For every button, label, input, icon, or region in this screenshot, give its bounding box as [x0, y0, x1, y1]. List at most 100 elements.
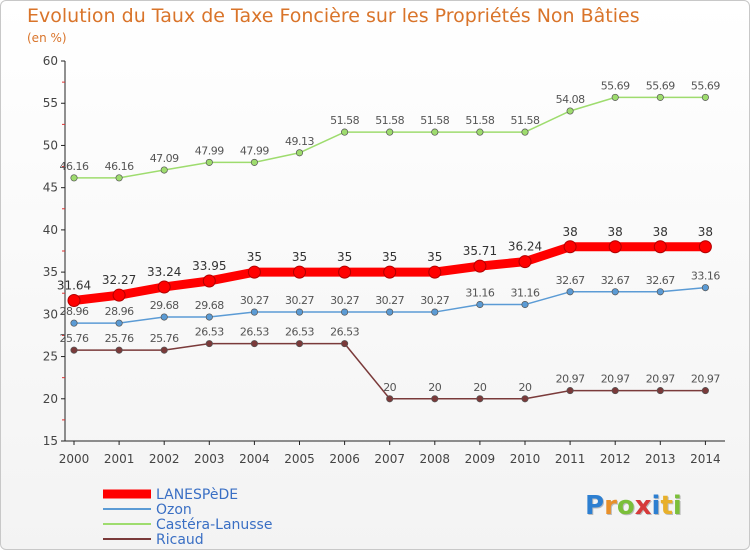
- data-point: [431, 395, 439, 403]
- data-label: 32.67: [556, 274, 585, 287]
- data-label: 47.99: [240, 144, 269, 157]
- data-label: 47.09: [150, 152, 179, 165]
- data-point: [611, 288, 619, 296]
- x-tick-label: 2012: [600, 452, 631, 466]
- data-point: [386, 128, 394, 136]
- data-point: [250, 308, 258, 316]
- data-label: 51.58: [420, 114, 449, 127]
- logo-letter: x: [634, 491, 652, 521]
- data-point: [250, 340, 258, 348]
- data-point: [701, 284, 709, 292]
- data-point: [428, 265, 442, 279]
- data-label: 28.96: [105, 305, 134, 318]
- data-label: 36.24: [508, 240, 542, 254]
- data-label: 30.27: [375, 294, 404, 307]
- data-point: [386, 395, 394, 403]
- data-label: 25.76: [105, 332, 134, 345]
- y-tick-label: 25: [43, 350, 58, 364]
- data-point: [293, 265, 306, 279]
- data-point: [160, 346, 168, 354]
- data-point: [383, 265, 397, 279]
- data-point: [521, 395, 529, 403]
- data-label: 55.69: [646, 79, 675, 92]
- data-point: [115, 174, 123, 182]
- data-label: 25.76: [60, 332, 89, 345]
- data-label: 54.08: [556, 93, 585, 106]
- y-tick-label: 60: [43, 54, 58, 68]
- data-label: 26.53: [285, 326, 314, 339]
- data-point: [295, 340, 304, 348]
- data-point: [341, 340, 349, 348]
- data-label: 51.58: [375, 114, 404, 127]
- data-label: 30.27: [240, 294, 269, 307]
- data-point: [656, 93, 664, 101]
- data-label: 32.67: [601, 274, 630, 287]
- x-tick-label: 2002: [149, 452, 180, 466]
- data-point: [205, 340, 213, 348]
- data-point: [205, 158, 213, 166]
- data-label: 32.67: [646, 274, 675, 287]
- data-point: [341, 128, 349, 136]
- data-point: [338, 265, 352, 279]
- data-label: 20: [428, 381, 441, 394]
- data-point: [157, 280, 171, 294]
- data-point: [611, 93, 619, 101]
- data-label: 20.97: [646, 373, 675, 386]
- data-label: 20: [383, 381, 396, 394]
- chart-title: Evolution du Taux de Taxe Foncière sur l…: [27, 5, 640, 27]
- data-label: 25.76: [150, 332, 179, 345]
- data-point: [521, 300, 529, 309]
- data-label: 38: [562, 225, 577, 239]
- data-point: [476, 395, 484, 403]
- data-point: [250, 158, 258, 166]
- data-label: 33.95: [192, 259, 226, 273]
- data-label: 32.27: [102, 273, 136, 287]
- data-label: 55.69: [601, 79, 630, 92]
- chart-subtitle: (en %): [27, 31, 67, 45]
- data-label: 35: [292, 250, 307, 264]
- x-tick-label: 2004: [239, 452, 270, 466]
- data-point: [701, 93, 709, 101]
- data-label: 33.16: [691, 270, 720, 283]
- x-tick-label: 2006: [329, 452, 360, 466]
- logo-letter: r: [604, 491, 617, 521]
- data-label: 29.68: [195, 299, 224, 312]
- y-tick-label: 40: [43, 223, 58, 237]
- legend-label: Ozon: [156, 502, 192, 518]
- data-point: [295, 308, 304, 316]
- data-point: [608, 240, 622, 254]
- data-label: 35.71: [463, 244, 497, 258]
- data-point: [476, 300, 484, 309]
- data-point: [247, 265, 261, 279]
- data-point: [202, 274, 216, 288]
- proxiti-logo: Proxiti: [585, 491, 682, 521]
- legend-label: LANESPèDE: [156, 487, 238, 503]
- data-point: [160, 313, 168, 321]
- data-point: [566, 387, 574, 395]
- data-label: 30.27: [285, 294, 314, 307]
- data-point: [566, 107, 574, 115]
- logo-letter: P: [585, 491, 605, 521]
- data-point: [70, 174, 78, 182]
- data-label: 26.53: [330, 326, 359, 339]
- y-tick-label: 55: [43, 96, 58, 110]
- x-tick-label: 2011: [555, 452, 586, 466]
- data-point: [563, 240, 577, 254]
- data-label: 35: [247, 250, 262, 264]
- data-label: 38: [608, 225, 623, 239]
- y-tick-label: 50: [43, 138, 58, 152]
- data-label: 35: [427, 250, 442, 264]
- data-point: [341, 308, 349, 316]
- data-point: [295, 149, 304, 157]
- data-point: [698, 240, 712, 254]
- x-tick-label: 2013: [645, 452, 676, 466]
- data-label: 51.58: [330, 114, 359, 127]
- data-point: [431, 308, 439, 316]
- data-label: 47.99: [195, 144, 224, 157]
- legend-label: Castéra-Lanusse: [156, 517, 272, 533]
- data-label: 26.53: [240, 326, 269, 339]
- y-tick-label: 45: [43, 181, 58, 195]
- x-tick-label: 2010: [510, 452, 541, 466]
